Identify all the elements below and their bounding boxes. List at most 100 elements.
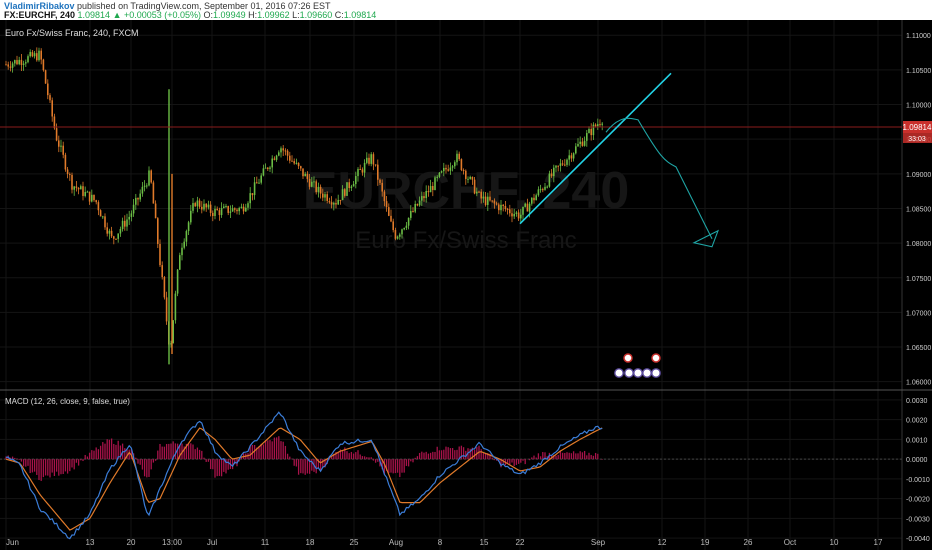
x-tick-label: 25 xyxy=(350,538,359,547)
event-dot-icon[interactable] xyxy=(633,368,643,378)
candle-body xyxy=(469,176,471,179)
candle-body xyxy=(588,128,590,134)
candle-body xyxy=(581,141,584,146)
candle-body xyxy=(137,197,139,200)
time-axis[interactable]: Jun 13 20 13:00 Jul 11 18 25 Aug 8 15 22 Sep 12 19 26 Oc… xyxy=(6,538,883,547)
x-tick-label: 19 xyxy=(701,538,710,547)
candle-body xyxy=(220,208,223,216)
candle-body xyxy=(559,163,562,166)
candle-body xyxy=(451,166,454,168)
macd-tick-label: 0.0010 xyxy=(906,437,928,444)
candle-body xyxy=(66,169,69,175)
event-dot-icon[interactable] xyxy=(614,368,624,378)
candle-body xyxy=(110,230,113,237)
candle-body xyxy=(385,201,388,208)
chart-canvas[interactable]: EURCHF, 240 Euro Fx/Swiss Franc 1.110001… xyxy=(0,20,932,550)
candle-body xyxy=(185,231,188,242)
candle-body xyxy=(139,193,141,200)
candle-body xyxy=(493,200,496,204)
candle-body xyxy=(568,155,570,160)
open-value: 1.09949 xyxy=(213,10,246,20)
candle-body xyxy=(91,194,93,202)
candle-body xyxy=(286,150,289,156)
candle-body xyxy=(597,124,599,127)
price-axis[interactable]: 1.110001.105001.100001.095001.090001.085… xyxy=(906,33,931,386)
candle-body xyxy=(82,186,84,196)
candle-body xyxy=(212,212,214,217)
x-tick-label: 15 xyxy=(480,538,489,547)
event-flag-icon[interactable] xyxy=(651,353,661,363)
macd-tick-label: -0.0010 xyxy=(906,477,930,484)
candle-body xyxy=(157,218,159,244)
main-legend[interactable]: Euro Fx/Swiss Franc, 240, FXCM xyxy=(5,28,139,38)
candle-body xyxy=(319,186,322,194)
candle-body xyxy=(491,200,493,202)
publish-info: published on TradingView.com, September … xyxy=(74,1,331,11)
candles xyxy=(5,47,603,365)
grid-lines xyxy=(0,20,903,550)
candle-body xyxy=(480,191,482,199)
candle-body xyxy=(9,66,12,68)
countdown-label: 33:03 xyxy=(908,136,926,143)
candle-body xyxy=(84,191,86,196)
candle-body xyxy=(557,165,559,167)
candle-body xyxy=(531,197,533,204)
candle-body xyxy=(500,204,502,211)
event-markers[interactable] xyxy=(614,353,661,378)
candle-body xyxy=(601,123,603,125)
candle-body xyxy=(555,165,557,168)
candle-body xyxy=(350,186,353,189)
candle-body xyxy=(29,52,31,57)
candle-body xyxy=(366,157,368,163)
candle-body xyxy=(513,213,515,217)
candle-body xyxy=(77,187,80,190)
candle-body xyxy=(225,206,227,208)
candle-body xyxy=(51,100,53,117)
candle-body xyxy=(71,174,73,190)
candle-body xyxy=(394,230,397,239)
trendline[interactable] xyxy=(519,72,672,225)
author-link[interactable]: VladimirRibakov xyxy=(4,1,75,11)
x-tick-label: Aug xyxy=(389,538,403,547)
candle-body xyxy=(196,200,199,207)
forecast-path[interactable] xyxy=(605,117,713,240)
x-tick-label: Oct xyxy=(784,538,797,547)
candle-body xyxy=(275,155,278,160)
event-dot-icon[interactable] xyxy=(642,368,652,378)
candle-body xyxy=(130,213,133,217)
macd-tick-label: 0.0020 xyxy=(906,418,928,425)
candle-body xyxy=(214,208,216,217)
candle-body xyxy=(174,293,177,321)
macd-axis[interactable]: 0.0030 0.0020 0.0010 0.0000 -0.0010 -0.0020 -0… xyxy=(906,398,930,543)
candle-body xyxy=(44,70,47,84)
candle-body xyxy=(502,204,504,206)
macd-line xyxy=(5,411,603,540)
candle-body xyxy=(113,236,115,239)
candle-body xyxy=(289,155,291,161)
candle-body xyxy=(231,208,234,212)
event-dot-icon[interactable] xyxy=(651,368,661,378)
x-tick-label: Sep xyxy=(591,538,606,547)
candle-body xyxy=(126,219,128,227)
candle-body xyxy=(377,164,379,180)
candle-body xyxy=(119,228,122,234)
candle-body xyxy=(379,179,381,183)
chart-header: VladimirRibakov published on TradingView… xyxy=(0,0,932,20)
candle-body xyxy=(58,140,60,147)
candle-body xyxy=(42,59,45,71)
candle-body xyxy=(267,167,269,169)
candle-body xyxy=(509,209,511,214)
candle-body xyxy=(159,243,161,266)
event-flag-icon[interactable] xyxy=(623,353,633,363)
candle-body xyxy=(313,181,315,183)
event-dot-icon[interactable] xyxy=(624,368,634,378)
candle-body xyxy=(124,220,126,227)
candle-body xyxy=(577,143,579,147)
candle-body xyxy=(165,297,168,322)
high-value: 1.09962 xyxy=(257,10,290,20)
candle-body xyxy=(49,95,51,101)
candle-body xyxy=(135,197,137,205)
candle-body xyxy=(564,164,566,166)
candle-body xyxy=(253,182,256,196)
macd-legend[interactable]: MACD (12, 26, close, 9, false, true) xyxy=(5,397,130,406)
